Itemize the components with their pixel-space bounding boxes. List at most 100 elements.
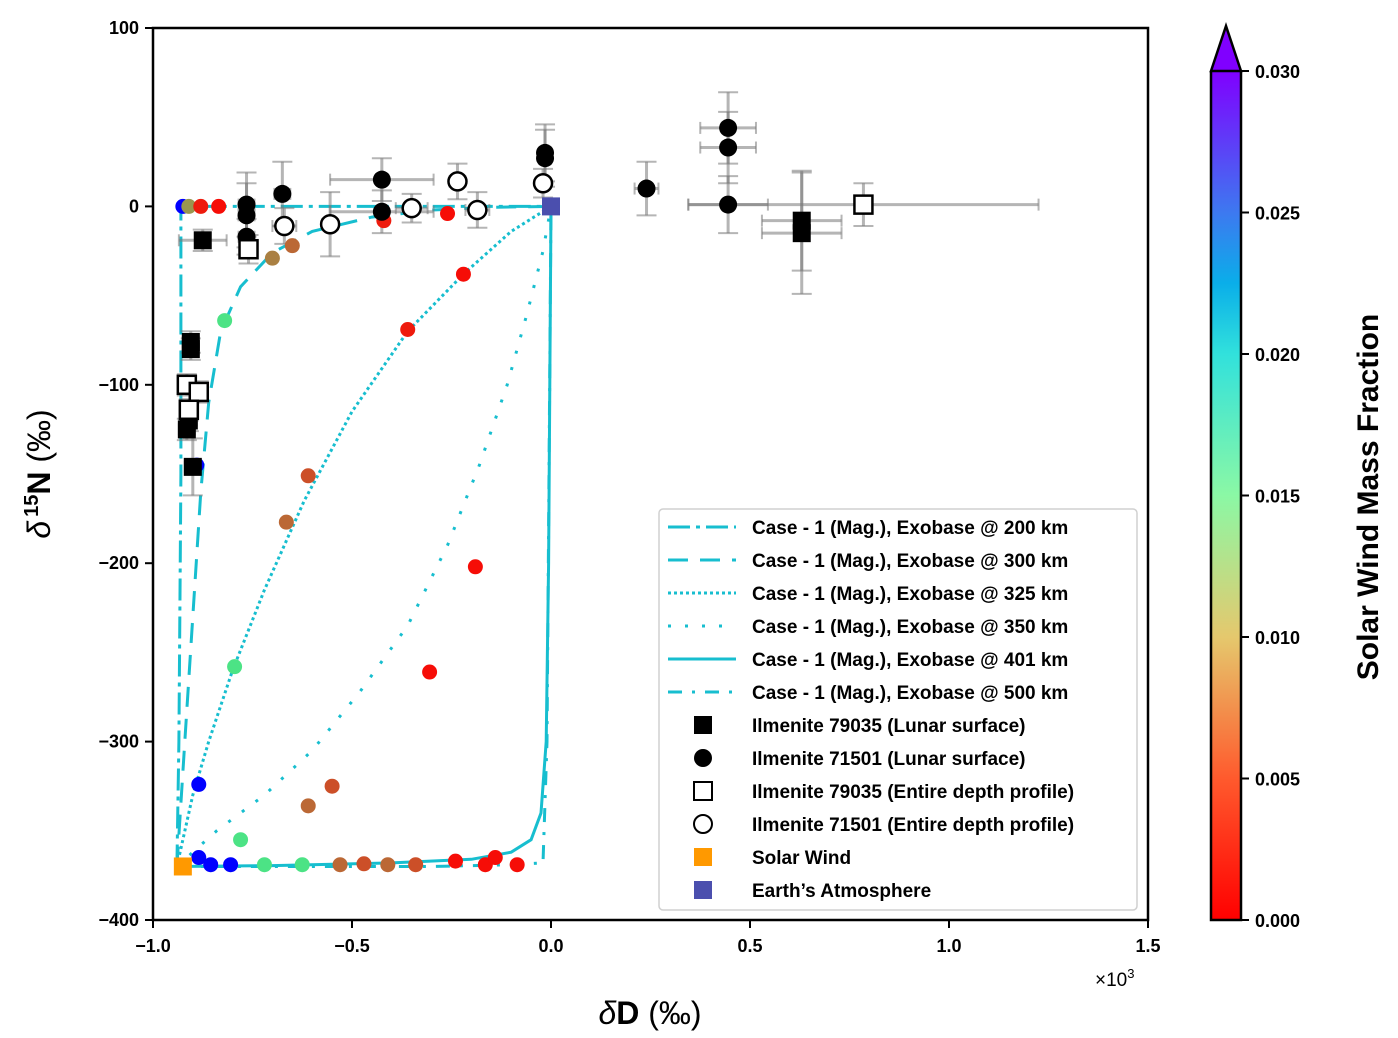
legend-label: Case - 1 (Mag.), Exobase @ 200 km: [752, 518, 1068, 539]
legend-label: Case - 1 (Mag.), Exobase @ 500 km: [752, 683, 1068, 704]
model-point: [422, 664, 438, 680]
legend-label: Ilmenite 71501 (Lunar surface): [752, 749, 1026, 770]
model-point: [440, 206, 456, 222]
model-point: [217, 313, 233, 329]
legend-label: Case - 1 (Mag.), Exobase @ 350 km: [752, 617, 1068, 638]
ilmenite-71501-entire-depth-profile-marker: [467, 199, 488, 221]
legend-item: Solar Wind: [694, 848, 851, 869]
x-axis-ticks: −1.0 −0.5 0.0 0.5 1.0 1.5: [135, 920, 1161, 956]
model-curves: [175, 204, 553, 868]
model-point: [467, 559, 483, 575]
x-axis-title: δD (‰): [598, 995, 701, 1031]
ilmenite-71501-lunar-surface-marker: [719, 195, 738, 214]
curve-solid: [176, 206, 553, 868]
ilmenite-71501-entire-depth-profile-marker: [447, 171, 468, 192]
legend-label: Earth’s Atmosphere: [752, 881, 931, 902]
model-point: [264, 250, 280, 266]
colorbar-title: Solar Wind Mass Fraction: [1352, 314, 1385, 680]
ilmenite-79035-lunar-surface-marker: [183, 457, 202, 476]
legend-label: Case - 1 (Mag.), Exobase @ 401 km: [752, 650, 1068, 671]
model-point: [256, 857, 272, 873]
colorbar-tick-label: 0.000: [1255, 911, 1300, 931]
ilmenite-79035-lunar-surface-marker: [193, 231, 212, 250]
model-point: [227, 659, 243, 675]
y-tick-label: −400: [98, 910, 139, 930]
model-point: [455, 266, 471, 282]
y-tick-label: −200: [98, 553, 139, 573]
model-point: [284, 238, 300, 254]
ilmenite-71501-lunar-surface-marker: [719, 118, 738, 137]
model-point: [233, 832, 249, 848]
ilmenite-79035-entire-depth-profile-marker: [178, 399, 200, 421]
sample-markers: [173, 118, 874, 876]
y-tick-label: −300: [98, 732, 139, 752]
curve-dash-dot-dot: [176, 206, 553, 868]
model-points: [175, 198, 525, 873]
solar-wind-marker: [173, 857, 192, 876]
x-tick-label: 0.5: [737, 936, 762, 956]
y-tick-label: −100: [98, 375, 139, 395]
model-point: [203, 857, 219, 873]
ilmenite-71501-entire-depth-profile-marker: [274, 215, 295, 237]
model-point: [181, 198, 197, 214]
model-point: [332, 857, 348, 873]
model-point: [294, 857, 310, 873]
legend-item: Case - 1 (Mag.), Exobase @ 401 km: [668, 650, 1068, 671]
y-tick-label: 0: [129, 196, 139, 216]
ilmenite-71501-lunar-surface-marker: [372, 202, 391, 221]
legend-marker-circle: [694, 749, 712, 767]
ilmenite-79035-entire-depth-profile-marker: [853, 194, 874, 215]
colorbar-tick-label: 0.030: [1255, 62, 1300, 82]
colorbar-extend-arrow: [1209, 22, 1243, 73]
y-tick-label: 100: [109, 18, 139, 38]
colorbar-tick-label: 0.005: [1255, 770, 1300, 790]
model-point: [509, 857, 525, 873]
colorbar-gradient: [1211, 71, 1241, 920]
legend-item: Ilmenite 79035 (Lunar surface): [694, 716, 1026, 737]
legend-item: Ilmenite 71501 (Entire depth profile): [693, 814, 1074, 836]
ilmenite-79035-lunar-surface-marker: [177, 420, 196, 439]
legend-label: Ilmenite 79035 (Lunar surface): [752, 716, 1026, 737]
legend-label: Ilmenite 79035 (Entire depth profile): [752, 782, 1074, 803]
legend-item: Ilmenite 79035 (Entire depth profile): [693, 781, 1074, 803]
model-point: [356, 856, 372, 872]
colorbar-tick-label: 0.010: [1255, 628, 1300, 648]
ilmenite-79035-lunar-surface-marker: [181, 340, 200, 359]
legend-marker-circle: [693, 814, 713, 834]
legend-item: Case - 1 (Mag.), Exobase @ 500 km: [668, 683, 1068, 704]
model-point: [300, 468, 316, 484]
colorbar-tick-label: 0.020: [1255, 345, 1300, 365]
ilmenite-71501-entire-depth-profile-marker: [532, 172, 554, 194]
legend-item: Case - 1 (Mag.), Exobase @ 300 km: [668, 551, 1068, 572]
legend-marker-square: [693, 781, 713, 801]
legend-item: Ilmenite 71501 (Lunar surface): [694, 749, 1026, 770]
legend-label: Solar Wind: [752, 848, 851, 869]
x-tick-label: 1.0: [936, 936, 961, 956]
colorbar: 0.000 0.005 0.010 0.015 0.020 0.025 0.030 Sola…: [1209, 22, 1385, 931]
model-point: [278, 514, 294, 530]
legend-marker-square: [694, 716, 712, 734]
legend-box: [658, 508, 1138, 911]
model-point: [300, 798, 316, 814]
legend: Case - 1 (Mag.), Exobase @ 200 km Case - …: [658, 508, 1138, 911]
legend-label: Case - 1 (Mag.), Exobase @ 300 km: [752, 551, 1068, 572]
colorbar-tick-label: 0.015: [1255, 487, 1300, 507]
legend-item: Case - 1 (Mag.), Exobase @ 325 km: [668, 584, 1068, 605]
ilmenite-79035-lunar-surface-marker: [792, 224, 811, 243]
model-point: [447, 853, 463, 869]
colorbar-tick-label: 0.025: [1255, 204, 1300, 224]
curve-loosely-dotted: [175, 206, 553, 868]
legend-label: Case - 1 (Mag.), Exobase @ 325 km: [752, 584, 1068, 605]
model-point: [191, 776, 207, 792]
model-point: [380, 857, 396, 873]
model-point: [211, 198, 227, 214]
ilmenite-71501-lunar-surface-marker: [237, 206, 256, 225]
legend-marker-square: [694, 848, 712, 866]
colorbar-ticks: 0.000 0.005 0.010 0.015 0.020 0.025 0.030: [1241, 62, 1300, 931]
curve-dashed: [175, 204, 552, 867]
legend-item: Case - 1 (Mag.), Exobase @ 200 km: [668, 518, 1068, 539]
ilmenite-79035-entire-depth-profile-marker: [188, 381, 210, 403]
model-point: [408, 857, 424, 873]
y-axis-title: δ15N (‰): [21, 409, 57, 538]
